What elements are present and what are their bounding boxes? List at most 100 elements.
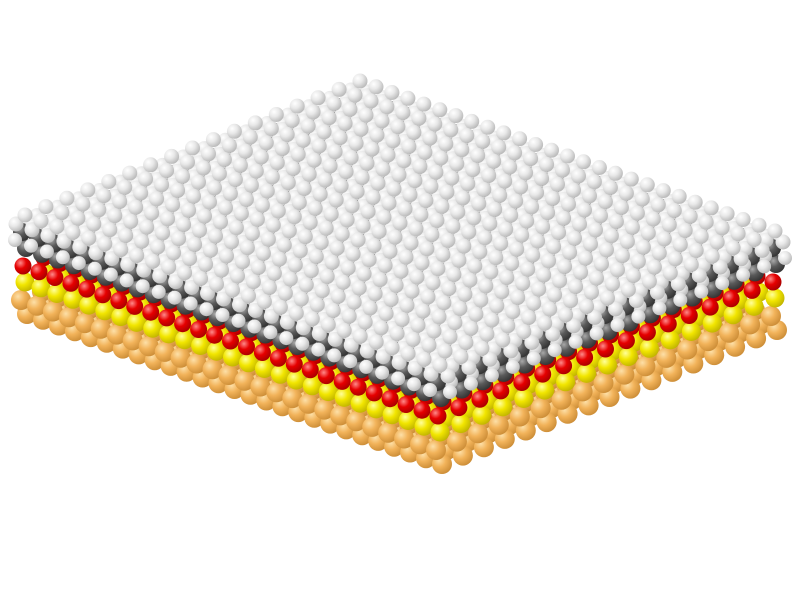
hydrogen-surface-atom — [384, 85, 400, 100]
hydrogen-surface-atom — [605, 276, 620, 292]
hydrogen-surface-atom — [465, 162, 481, 178]
hydrogen-surface-atom — [418, 193, 434, 208]
hydrogen-surface-atom — [599, 242, 614, 258]
hydrogen-surface-atom — [351, 280, 367, 296]
hydrogen-surface-atom — [285, 161, 301, 176]
hydrogen-surface-atom — [255, 245, 271, 261]
hydrogen-surface-atom — [263, 325, 278, 340]
hydrogen-surface-atom — [435, 247, 451, 262]
hydrogen-surface-atom — [688, 242, 704, 258]
hydrogen-surface-atom — [97, 236, 113, 252]
hydrogen-surface-atom — [86, 216, 102, 232]
hydrogen-surface-atom — [181, 202, 197, 218]
gold-substrate-atom — [551, 389, 572, 410]
hydrogen-surface-atom — [491, 139, 507, 155]
oxygen-linker-atom — [638, 323, 656, 341]
hydrogen-surface-atom — [135, 279, 150, 294]
hydrogen-surface-atom — [508, 193, 524, 209]
hydrogen-surface-atom — [471, 196, 487, 212]
hydrogen-surface-atom — [608, 214, 624, 229]
hydrogen-surface-atom — [75, 196, 91, 212]
hydrogen-surface-atom — [411, 110, 427, 126]
oxygen-linker-atom — [659, 315, 677, 333]
hydrogen-surface-atom — [322, 158, 338, 174]
sulfur-anchor-atom — [660, 330, 680, 350]
hydrogen-surface-atom — [584, 284, 599, 300]
hydrogen-surface-atom — [391, 167, 407, 183]
hydrogen-surface-atom — [343, 354, 358, 369]
hydrogen-surface-atom — [691, 268, 707, 283]
hydrogen-surface-atom — [330, 288, 346, 304]
hydrogen-surface-atom — [778, 251, 792, 265]
hydrogen-surface-atom — [326, 96, 342, 111]
hydrogen-surface-atom — [327, 144, 343, 160]
hydrogen-surface-atom — [182, 251, 198, 266]
hydrogen-surface-atom — [458, 335, 474, 350]
hydrogen-surface-atom — [498, 221, 514, 237]
hydrogen-surface-atom — [281, 223, 297, 239]
hydrogen-surface-atom — [421, 337, 437, 353]
hydrogen-surface-atom — [709, 234, 725, 250]
hydrogen-surface-atom — [128, 199, 144, 215]
oxygen-linker-atom — [30, 263, 48, 281]
hydrogen-surface-atom — [698, 214, 714, 230]
hydrogen-surface-atom — [260, 231, 276, 247]
hydrogen-surface-atom — [474, 340, 490, 356]
hydrogen-surface-atom — [591, 160, 607, 175]
hydrogen-surface-atom — [583, 236, 598, 252]
hydrogen-surface-atom — [319, 268, 335, 284]
hydrogen-surface-atom — [478, 278, 494, 294]
hydrogen-surface-atom — [159, 163, 175, 178]
hydrogen-surface-atom — [151, 284, 166, 299]
hydrogen-surface-atom — [122, 165, 138, 181]
hydrogen-surface-atom — [544, 142, 559, 158]
hydrogen-surface-atom — [429, 212, 445, 228]
hydrogen-surface-atom — [546, 239, 562, 255]
hydrogen-surface-atom — [767, 223, 783, 239]
hydrogen-surface-atom — [8, 233, 22, 247]
hydrogen-surface-atom — [218, 200, 233, 216]
hydrogen-surface-atom — [480, 119, 496, 135]
hydrogen-surface-atom — [528, 137, 544, 152]
hydrogen-surface-atom — [555, 162, 570, 178]
hydrogen-surface-atom — [529, 185, 545, 201]
hydrogen-surface-atom — [594, 256, 609, 272]
oxygen-linker-atom — [142, 303, 160, 321]
hydrogen-surface-atom — [216, 152, 232, 167]
oxygen-linker-atom — [238, 338, 255, 356]
oxygen-linker-atom — [701, 298, 719, 316]
hydrogen-surface-atom — [523, 151, 539, 167]
gold-substrate-atom — [488, 414, 509, 435]
hydrogen-surface-atom — [165, 197, 181, 213]
oxygen-linker-atom — [174, 315, 192, 333]
hydrogen-surface-atom — [420, 289, 436, 305]
hydrogen-surface-atom — [101, 174, 117, 189]
hydrogen-surface-atom — [610, 318, 625, 332]
hydrogen-surface-atom — [91, 202, 107, 218]
hydrogen-surface-atom — [586, 174, 602, 190]
hydrogen-surface-atom — [733, 251, 749, 267]
hydrogen-surface-atom — [422, 130, 438, 146]
sulfur-anchor-atom — [493, 397, 513, 417]
oxygen-linker-atom — [333, 372, 351, 390]
hydrogen-surface-atom — [286, 209, 302, 225]
oxygen-linker-atom — [513, 374, 531, 391]
hydrogen-surface-atom — [311, 138, 327, 154]
hydrogen-surface-atom — [263, 121, 279, 137]
hydrogen-surface-atom — [687, 194, 703, 210]
hydrogen-surface-atom — [175, 168, 190, 184]
hydrogen-surface-atom — [221, 137, 237, 153]
hydrogen-surface-atom — [398, 249, 414, 265]
hydrogen-surface-atom — [302, 214, 318, 230]
hydrogen-surface-atom — [603, 228, 619, 244]
hydrogen-surface-atom — [310, 90, 326, 106]
hydrogen-surface-atom — [547, 287, 563, 303]
hydrogen-surface-atom — [751, 217, 767, 233]
hydrogen-surface-atom — [641, 273, 657, 289]
hydrogen-surface-atom — [386, 181, 402, 197]
hydrogen-surface-atom — [346, 294, 362, 310]
hydrogen-surface-atom — [540, 205, 556, 221]
hydrogen-surface-atom — [427, 116, 443, 132]
sulfur-anchor-atom — [556, 372, 576, 392]
